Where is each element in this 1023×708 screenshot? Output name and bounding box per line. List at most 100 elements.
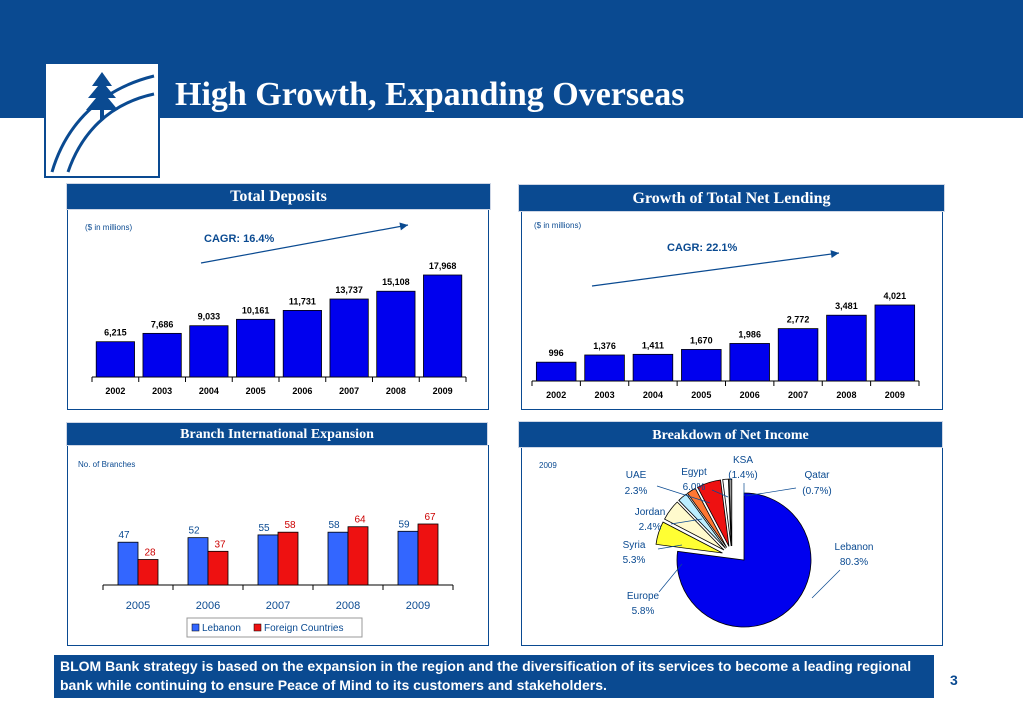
branch-year-label: 2006 [196, 600, 220, 612]
legend-lebanon-swatch [191, 623, 200, 632]
income-header: Breakdown of Net Income [518, 421, 943, 448]
pie-label-qatar: Qatar [804, 470, 830, 481]
lebanon-value-label: 59 [398, 519, 410, 530]
branch-chart: No. of Branches 47 28 2005 52 37 2006 55 58 2007 5… [78, 460, 454, 638]
lending-bar [681, 349, 722, 382]
lebanon-value-label: 58 [328, 520, 340, 531]
lending-trend-arrow [591, 252, 840, 287]
lending-unit-note: ($ in millions) [534, 221, 581, 230]
income-panel: 2009 Lebanon 80.3% Europe 5.8% Syria 5.3% Jorda… [521, 445, 943, 646]
lebanon-bar [117, 541, 139, 586]
income-chart: 2009 Lebanon 80.3% Europe 5.8% Syria 5.3% Jorda… [539, 455, 874, 628]
lebanon-bar [257, 534, 279, 586]
deposits-value-label: 6,215 [104, 328, 127, 338]
lending-value-label: 996 [549, 348, 564, 358]
branch-legend [186, 617, 363, 638]
pie-value-syria: 5.3% [623, 555, 646, 566]
deposits-year-label: 2002 [105, 386, 125, 396]
lending-bar [874, 304, 916, 382]
pie-value-uae: 2.3% [625, 486, 648, 497]
deposits-value-label: 13,737 [335, 285, 363, 295]
pie-leader-uae [656, 485, 711, 504]
pie-value-jordan: 2.4% [639, 522, 662, 533]
pie-slice-europe [655, 521, 723, 554]
pie-label-jordan: Jordan [635, 507, 666, 518]
lending-header: Growth of Total Net Lending [518, 184, 945, 212]
pie-value-qatar: (0.7%) [802, 486, 831, 497]
lending-value-label: 4,021 [884, 291, 907, 301]
branch-panel: No. of Branches 47 28 2005 52 37 2006 55 58 2007 5… [67, 445, 489, 646]
pie-leader-egypt [711, 489, 729, 498]
pie-slice-egypt [696, 479, 730, 547]
lebanon-bar [397, 530, 419, 586]
pie-leader-europe [658, 563, 683, 593]
lending-year-label: 2006 [740, 390, 760, 400]
lebanon-bar [327, 531, 349, 586]
lebanon-value-label: 52 [188, 526, 200, 537]
income-year-label: 2009 [539, 461, 557, 470]
foreign-value-label: 64 [354, 515, 366, 526]
pie-label-lebanon: Lebanon [835, 542, 874, 553]
pie-slice-syria [663, 501, 725, 551]
deposits-bar [236, 318, 276, 378]
pie-leader-qatar [745, 487, 797, 497]
lending-bar [826, 314, 867, 382]
pie-value-ksa: (1.4%) [728, 470, 757, 481]
lending-year-label: 2009 [885, 390, 905, 400]
foreign-value-label: 37 [214, 539, 226, 550]
pie-leader-lebanon [811, 569, 841, 599]
deposits-value-label: 9,033 [198, 312, 221, 322]
deposits-year-label: 2009 [433, 386, 453, 396]
lending-value-label: 3,481 [835, 301, 858, 311]
deposits-bar [142, 332, 182, 378]
foreign-bar [207, 550, 229, 586]
lending-year-label: 2004 [643, 390, 663, 400]
deposits-value-label: 11,731 [289, 296, 316, 306]
lending-bar [632, 353, 674, 382]
deposits-bar [282, 310, 322, 378]
page-title: High Growth, Expanding Overseas [175, 76, 685, 113]
lending-year-label: 2003 [595, 390, 615, 400]
deposits-value-label: 15,108 [382, 277, 410, 287]
deposits-year-label: 2005 [246, 386, 266, 396]
lending-value-label: 2,772 [787, 315, 810, 325]
legend-foreign-swatch [253, 623, 262, 632]
lending-value-label: 1,411 [642, 340, 664, 350]
page-number: 3 [950, 672, 958, 688]
deposits-year-label: 2006 [292, 386, 312, 396]
deposits-trend-arrow [200, 224, 409, 264]
deposits-panel: ($ in millions) CAGR: 16.4% 6,215 2002 7,686… [67, 207, 489, 410]
deposits-bar [423, 274, 463, 378]
pie-label-uae: UAE [626, 470, 647, 481]
foreign-bar [137, 559, 159, 586]
branch-year-label: 2009 [406, 600, 430, 612]
lending-bar [729, 343, 770, 382]
lending-value-label: 1,986 [738, 329, 761, 339]
deposits-year-label: 2008 [386, 386, 406, 396]
deposits-value-label: 17,968 [429, 261, 457, 271]
branch-header: Branch International Expansion [66, 422, 488, 446]
lending-bar [584, 354, 625, 382]
pie-slice-jordan [678, 493, 726, 549]
deposits-year-label: 2004 [199, 386, 219, 396]
lending-bar [535, 361, 577, 382]
pie-label-egypt: Egypt [681, 467, 707, 478]
pie-label-syria: Syria [623, 540, 646, 551]
legend-foreign-label: Foreign Countries [264, 623, 343, 634]
cedar-logo-icon [50, 72, 155, 173]
foreign-bar [347, 526, 369, 586]
pie-label-ksa: KSA [733, 455, 753, 466]
pie-leader-jordan [670, 518, 703, 525]
deposits-bar [189, 325, 229, 378]
foreign-value-label: 67 [424, 512, 436, 523]
branch-year-label: 2005 [126, 600, 150, 612]
pie-value-lebanon: 80.3% [840, 557, 868, 568]
pie-value-europe: 5.8% [632, 606, 655, 617]
branch-year-label: 2007 [266, 600, 290, 612]
foreign-value-label: 28 [144, 548, 156, 559]
pie-slice-uae [686, 487, 728, 548]
pie-slice-qatar [728, 478, 733, 547]
deposits-header: Total Deposits [66, 183, 491, 210]
lending-value-label: 1,670 [690, 335, 713, 345]
lending-cagr-label: CAGR: 22.1% [667, 242, 738, 254]
